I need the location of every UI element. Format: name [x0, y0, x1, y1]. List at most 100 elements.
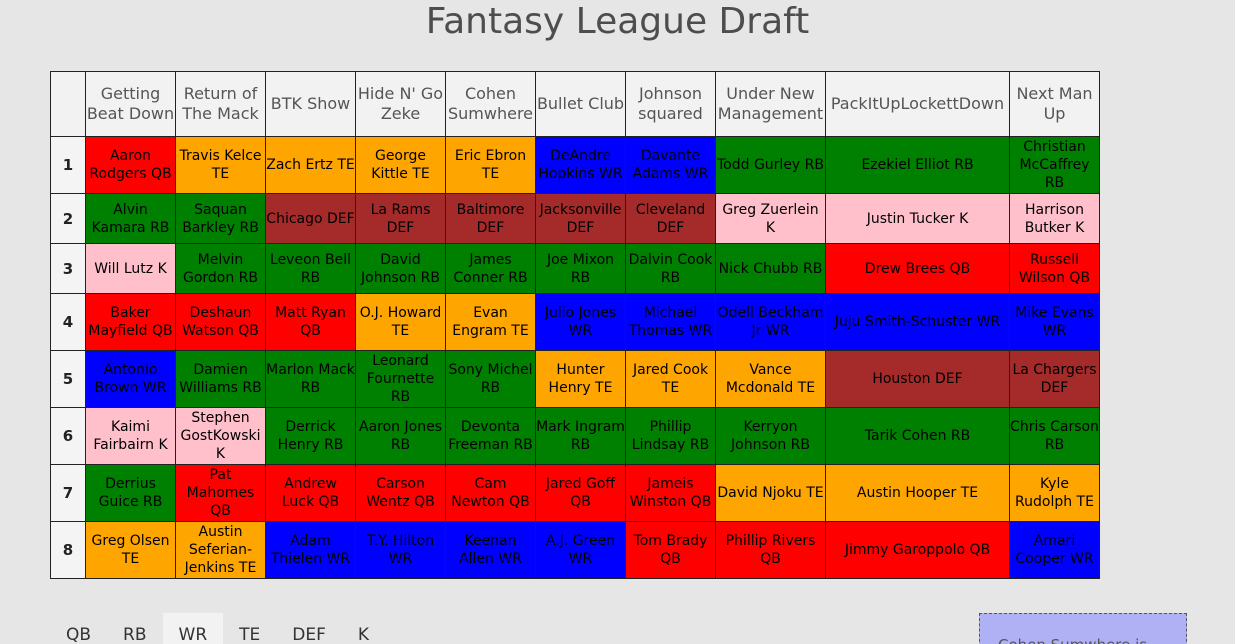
draft-pick-cell: Baltimore DEF — [445, 193, 536, 244]
draft-pick-cell: Cam Newton QB — [445, 464, 536, 522]
round-number: 1 — [50, 136, 86, 194]
draft-pick-cell: Mike Evans WR — [1009, 293, 1100, 351]
draft-pick-cell: Kyle Rudolph TE — [1009, 464, 1100, 522]
round-number: 8 — [50, 521, 86, 579]
draft-pick-cell: Austin Seferian-Jenkins TE — [175, 521, 266, 579]
draft-pick-cell: Amari Cooper WR — [1009, 521, 1100, 579]
draft-pick-cell: Odell Beckham Jr WR — [715, 293, 826, 351]
draft-pick-cell: Vance Mcdonald TE — [715, 350, 826, 408]
corner-cell — [50, 71, 86, 137]
draft-pick-cell: Russell Wilson QB — [1009, 243, 1100, 294]
tab-qb[interactable]: QB — [66, 625, 92, 644]
draft-pick-cell: Saquan Barkley RB — [175, 193, 266, 244]
draft-pick-cell: Leveon Bell RB — [265, 243, 356, 294]
round-number: 7 — [50, 464, 86, 522]
draft-pick-cell: Devonta Freeman RB — [445, 407, 536, 465]
draft-pick-cell: A.J. Green WR — [535, 521, 626, 579]
page-title: Fantasy League Draft — [425, 1, 810, 42]
tab-wr[interactable]: WR — [162, 613, 224, 644]
draft-pick-cell: Tom Brady QB — [625, 521, 716, 579]
draft-pick-cell: DeAndre Hopkins WR — [535, 136, 626, 194]
draft-pick-cell: Jared Goff QB — [535, 464, 626, 522]
team-header: Hide N' Go Zeke — [355, 71, 446, 137]
draft-pick-cell: Antonio Brown WR — [85, 350, 176, 408]
tab-rb[interactable]: RB — [123, 625, 147, 644]
draft-pick-cell: Jameis Winston QB — [625, 464, 716, 522]
draft-pick-cell: Stephen GostKowski K — [175, 407, 266, 465]
tab-k[interactable]: K — [357, 625, 370, 644]
draft-pick-cell: Ezekiel Elliot RB — [825, 136, 1010, 194]
draft-pick-cell: La Chargers DEF — [1009, 350, 1100, 408]
draft-pick-cell: Juju Smith-Schuster WR — [825, 293, 1010, 351]
draft-pick-cell: Jared Cook TE — [625, 350, 716, 408]
round-number: 6 — [50, 407, 86, 465]
draft-pick-cell: Chicago DEF — [265, 193, 356, 244]
draft-pick-cell: Derrick Henry RB — [265, 407, 356, 465]
draft-pick-cell: Tarik Cohen RB — [825, 407, 1010, 465]
draft-round-row: 1 Aaron Rodgers QB Travis Kelce TE Zach Ert… — [50, 136, 1100, 194]
tab-def[interactable]: DEF — [292, 625, 326, 644]
draft-pick-cell: Austin Hooper TE — [825, 464, 1010, 522]
round-number: 2 — [50, 193, 86, 244]
draft-pick-cell: Eric Ebron TE — [445, 136, 536, 194]
draft-round-row: 7 Derrius Guice RB Pat Mahomes QB Andrew Lu… — [50, 464, 1100, 522]
draft-pick-cell: Zach Ertz TE — [265, 136, 356, 194]
draft-pick-cell: O.J. Howard TE — [355, 293, 446, 351]
draft-round-row: 2 Alvin Kamara RB Saquan Barkley RB Chicago… — [50, 193, 1100, 244]
current-pick-box: Cohen Sumwhere is — [979, 613, 1187, 644]
draft-pick-cell: Houston DEF — [825, 350, 1010, 408]
round-number: 3 — [50, 243, 86, 294]
draft-pick-cell: Adam Thielen WR — [265, 521, 356, 579]
draft-pick-cell: Jacksonville DEF — [535, 193, 626, 244]
draft-pick-cell: Marlon Mack RB — [265, 350, 356, 408]
draft-pick-cell: Aaron Jones RB — [355, 407, 446, 465]
draft-pick-cell: James Conner RB — [445, 243, 536, 294]
draft-pick-cell: Davante Adams WR — [625, 136, 716, 194]
draft-pick-cell: Chris Carson RB — [1009, 407, 1100, 465]
draft-pick-cell: Harrison Butker K — [1009, 193, 1100, 244]
draft-pick-cell: Kerryon Johnson RB — [715, 407, 826, 465]
tab-te[interactable]: TE — [239, 625, 261, 644]
draft-pick-cell: T.Y. Hilton WR — [355, 521, 446, 579]
team-header-row: Getting Beat Down Return of The Mack BTK S… — [50, 71, 1100, 137]
draft-pick-cell: Justin Tucker K — [825, 193, 1010, 244]
draft-pick-cell: Greg Olsen TE — [85, 521, 176, 579]
draft-pick-cell: Carson Wentz QB — [355, 464, 446, 522]
draft-pick-cell: Alvin Kamara RB — [85, 193, 176, 244]
draft-round-row: 5 Antonio Brown WR Damien Williams RB Marlo… — [50, 350, 1100, 408]
team-header: BTK Show — [265, 71, 356, 137]
draft-pick-cell: Jimmy Garoppolo QB — [825, 521, 1010, 579]
team-header: Cohen Sumwhere — [445, 71, 536, 137]
team-header: Getting Beat Down — [85, 71, 176, 137]
draft-round-row: 4 Baker Mayfield QB Deshaun Watson QB Matt … — [50, 293, 1100, 351]
draft-pick-cell: Leonard Fournette RB — [355, 350, 446, 408]
draft-pick-cell: Greg Zuerlein K — [715, 193, 826, 244]
draft-pick-cell: Phillip Lindsay RB — [625, 407, 716, 465]
draft-pick-cell: Baker Mayfield QB — [85, 293, 176, 351]
draft-pick-cell: Julio Jones WR — [535, 293, 626, 351]
team-header: Johnson squared — [625, 71, 716, 137]
draft-pick-cell: Todd Gurley RB — [715, 136, 826, 194]
team-header: PackItUpLockettDown — [825, 71, 1010, 137]
draft-round-row: 3 Will Lutz K Melvin Gordon RB Leveon Bell … — [50, 243, 1100, 294]
round-number: 5 — [50, 350, 86, 408]
draft-pick-cell: Melvin Gordon RB — [175, 243, 266, 294]
draft-pick-cell: Nick Chubb RB — [715, 243, 826, 294]
draft-pick-cell: Phillip Rivers QB — [715, 521, 826, 579]
draft-pick-cell: Evan Engram TE — [445, 293, 536, 351]
draft-pick-cell: Aaron Rodgers QB — [85, 136, 176, 194]
draft-pick-cell: Matt Ryan QB — [265, 293, 356, 351]
draft-pick-cell: Cleveland DEF — [625, 193, 716, 244]
draft-pick-cell: David Njoku TE — [715, 464, 826, 522]
draft-pick-cell: Christian McCaffrey RB — [1009, 136, 1100, 194]
draft-pick-cell: Derrius Guice RB — [85, 464, 176, 522]
draft-pick-cell: David Johnson RB — [355, 243, 446, 294]
draft-pick-cell: Keenan Allen WR — [445, 521, 536, 579]
draft-pick-cell: Pat Mahomes QB — [175, 464, 266, 522]
draft-pick-cell: Deshaun Watson QB — [175, 293, 266, 351]
draft-pick-cell: Drew Brees QB — [825, 243, 1010, 294]
draft-pick-cell: Andrew Luck QB — [265, 464, 356, 522]
draft-pick-cell: Hunter Henry TE — [535, 350, 626, 408]
draft-pick-cell: Travis Kelce TE — [175, 136, 266, 194]
